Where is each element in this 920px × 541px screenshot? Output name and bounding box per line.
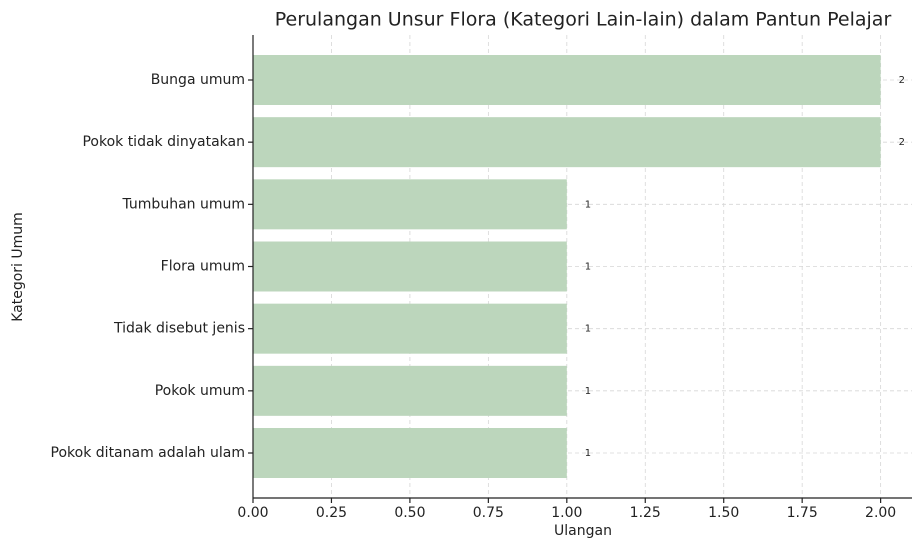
y-tick-label: Pokok ditanam adalah ulam xyxy=(51,445,245,461)
x-tick-label: 1.75 xyxy=(787,505,818,521)
x-tick-label: 0.00 xyxy=(237,505,268,521)
value-label: 1 xyxy=(585,324,591,335)
value-label: 1 xyxy=(585,448,591,459)
chart-title: Perulangan Unsur Flora (Kategori Lain-la… xyxy=(275,9,892,31)
bar xyxy=(253,55,881,105)
value-label: 1 xyxy=(585,386,591,397)
y-tick-label: Flora umum xyxy=(161,259,245,275)
x-tick-label: 0.25 xyxy=(316,505,347,521)
y-tick-label: Pokok umum xyxy=(155,383,245,399)
x-axis-label: Ulangan xyxy=(554,523,612,539)
x-tick-label: 1.25 xyxy=(630,505,661,521)
y-axis-label: Kategori Umum xyxy=(10,212,26,322)
bar xyxy=(253,303,567,354)
bar xyxy=(253,428,567,478)
x-tick-label: 0.50 xyxy=(394,505,425,521)
value-label: 1 xyxy=(585,199,591,210)
value-label: 2 xyxy=(899,75,905,86)
y-tick-label: Pokok tidak dinyatakan xyxy=(82,134,245,150)
bar xyxy=(253,365,567,416)
bar xyxy=(253,241,567,292)
bar xyxy=(253,179,567,230)
x-tick-label: 0.75 xyxy=(473,505,504,521)
x-tick-label: 2.00 xyxy=(865,505,896,521)
value-label: 2 xyxy=(899,137,905,148)
x-tick-label: 1.50 xyxy=(708,505,739,521)
y-tick-label: Tidak disebut jenis xyxy=(113,321,245,337)
x-tick-label: 1.00 xyxy=(551,505,582,521)
y-tick-label: Tumbuhan umum xyxy=(122,196,246,212)
y-tick-label: Bunga umum xyxy=(151,72,245,88)
value-label: 1 xyxy=(585,262,591,273)
bar xyxy=(253,117,881,168)
